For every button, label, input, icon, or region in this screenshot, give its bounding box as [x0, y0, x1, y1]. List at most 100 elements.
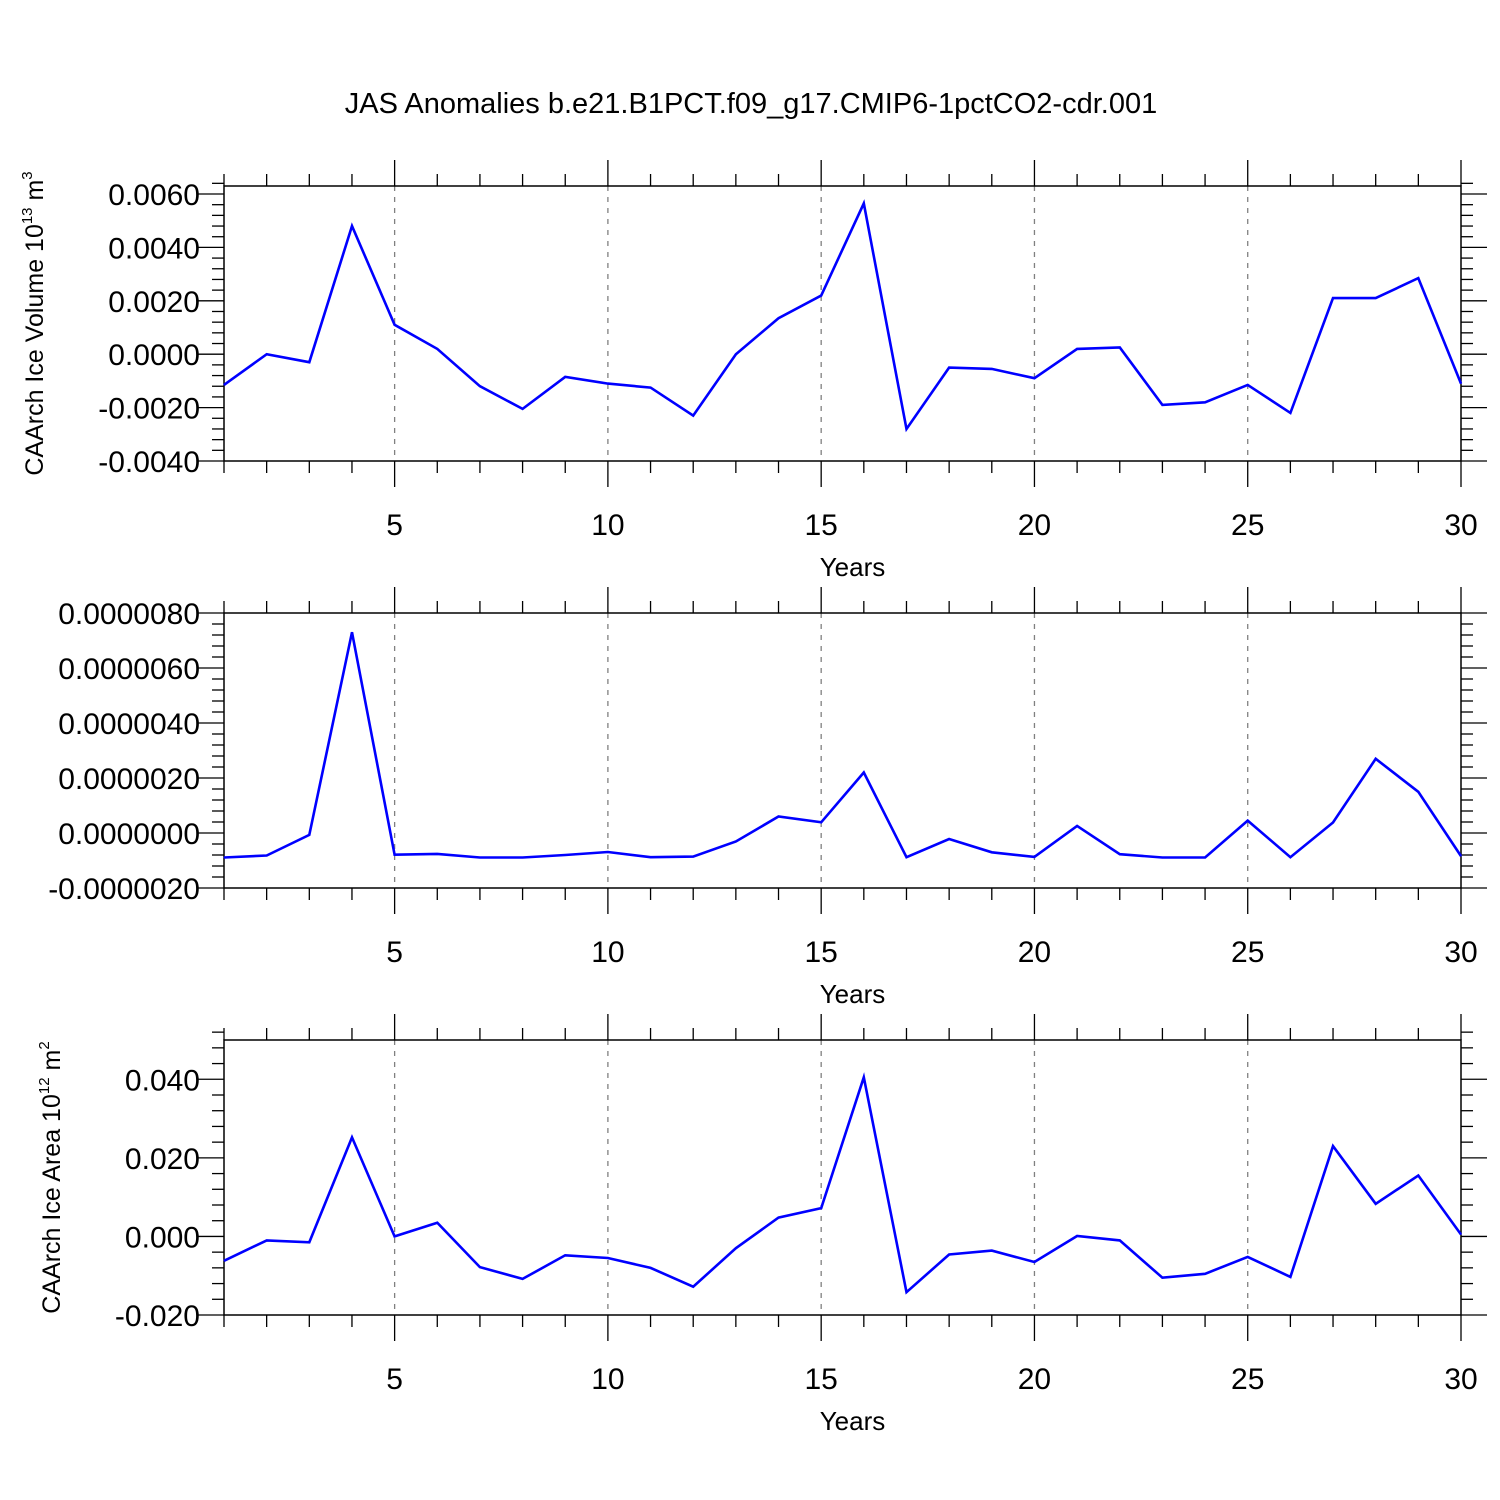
data-point — [223, 1260, 225, 1262]
data-point — [650, 856, 652, 858]
data-point — [564, 376, 566, 378]
data-point — [223, 384, 225, 386]
data-point — [948, 1254, 950, 1255]
x-tick-label: 25 — [1231, 936, 1264, 969]
y-axis-label: CAArch Ice Volume 1013 m3 — [19, 171, 49, 475]
data-point — [778, 317, 780, 319]
data-point — [1375, 1203, 1377, 1205]
y-label-text: CAArch Ice Volume 10 — [21, 224, 49, 476]
data-point — [1033, 856, 1035, 858]
x-axis-label: Years — [820, 1406, 886, 1436]
y-tick-label: 0.000 — [125, 1221, 200, 1254]
x-tick-label: 30 — [1444, 936, 1477, 969]
data-point — [1204, 856, 1206, 858]
data-point — [778, 1217, 780, 1219]
data-point — [479, 385, 481, 387]
x-tick-label: 5 — [386, 1363, 403, 1396]
panel-2: -0.0000020 0.0000000 0.0000020 0.0000040 0.0… — [48, 587, 1487, 1009]
data-point — [1204, 401, 1206, 403]
y-label-superscript: 2 — [36, 1041, 53, 1049]
x-tick-label: 30 — [1444, 1363, 1477, 1396]
data-point — [351, 631, 353, 633]
data-point — [607, 1257, 609, 1259]
data-point — [948, 838, 950, 840]
data-point — [479, 1266, 481, 1268]
data-point — [1460, 1233, 1462, 1235]
data-point — [991, 368, 993, 370]
data-point — [735, 353, 737, 355]
data-point — [905, 1291, 907, 1293]
data-point — [522, 1278, 524, 1280]
data-point — [1332, 822, 1334, 824]
data-point — [735, 841, 737, 843]
x-tick-label: 25 — [1231, 509, 1264, 542]
data-point — [778, 816, 780, 817]
data-point — [1076, 348, 1078, 350]
y-tick-label: -0.020 — [115, 1300, 200, 1333]
data-point — [905, 856, 907, 858]
y-tick-label: -0.0020 — [98, 393, 200, 426]
y-tick-label: 0.0040 — [108, 232, 200, 265]
data-point — [1033, 1261, 1035, 1263]
data-point — [394, 854, 396, 856]
data-point — [991, 1250, 993, 1252]
data-point — [394, 324, 396, 326]
x-tick-label: 30 — [1444, 509, 1477, 542]
series-line — [223, 1072, 1463, 1295]
data-point — [1161, 856, 1163, 858]
data-point — [1247, 1256, 1249, 1258]
data-point — [1161, 1277, 1163, 1279]
y-tick-label: 0.020 — [125, 1143, 200, 1176]
x-tick-label: 10 — [591, 1363, 624, 1396]
y-label-superscript: 12 — [36, 1077, 53, 1094]
x-tick-label: 5 — [386, 936, 403, 969]
data-point — [607, 851, 609, 853]
data-point — [564, 1254, 566, 1256]
data-point — [1460, 383, 1462, 385]
data-point — [394, 1235, 396, 1237]
data-point — [351, 225, 353, 227]
data-point — [266, 855, 268, 857]
data-point — [1460, 855, 1462, 857]
data-point — [692, 415, 694, 417]
x-tick-label: 10 — [591, 509, 624, 542]
data-point — [1417, 791, 1419, 793]
y-tick-label: 0.0000060 — [58, 653, 200, 686]
data-point — [905, 428, 907, 430]
data-point — [1289, 856, 1291, 858]
data-point — [1375, 297, 1377, 299]
x-tick-label: 25 — [1231, 1363, 1264, 1396]
x-tick-label: 20 — [1018, 1363, 1051, 1396]
data-point — [1247, 820, 1249, 822]
data-point — [1076, 1235, 1078, 1237]
x-axis-label: Years — [820, 552, 886, 582]
data-point — [522, 856, 524, 858]
y-tick-label: 0.0000040 — [58, 708, 200, 741]
data-point — [1375, 758, 1377, 760]
data-point — [1119, 347, 1121, 349]
data-point — [650, 1267, 652, 1269]
y-label-text: m — [38, 1050, 66, 1078]
data-point — [650, 387, 652, 389]
y-tick-label: 0.0000020 — [58, 763, 200, 796]
y-tick-label: -0.0000020 — [48, 873, 200, 906]
x-axis-label: Years — [820, 979, 886, 1009]
panel-1: -0.0040 -0.0020 0.0000 0.0020 0.0040 0.0060 5 1… — [19, 160, 1487, 582]
x-tick-label: 20 — [1018, 509, 1051, 542]
data-point — [1033, 377, 1035, 379]
data-point — [991, 851, 993, 853]
data-point — [735, 1247, 737, 1249]
data-point — [1204, 1273, 1206, 1275]
y-tick-label: -0.0040 — [98, 446, 200, 479]
data-point — [1332, 297, 1334, 299]
x-tick-label: 5 — [386, 509, 403, 542]
data-point — [479, 856, 481, 858]
data-point — [1417, 1175, 1419, 1177]
data-point — [692, 856, 694, 858]
x-tick-label: 10 — [591, 936, 624, 969]
plot-frame — [223, 1039, 1462, 1316]
data-point — [351, 1136, 353, 1138]
y-label-text: CAArch Ice Area 10 — [38, 1094, 66, 1314]
y-label-text: m — [21, 180, 49, 208]
y-label-superscript: 3 — [19, 171, 36, 179]
